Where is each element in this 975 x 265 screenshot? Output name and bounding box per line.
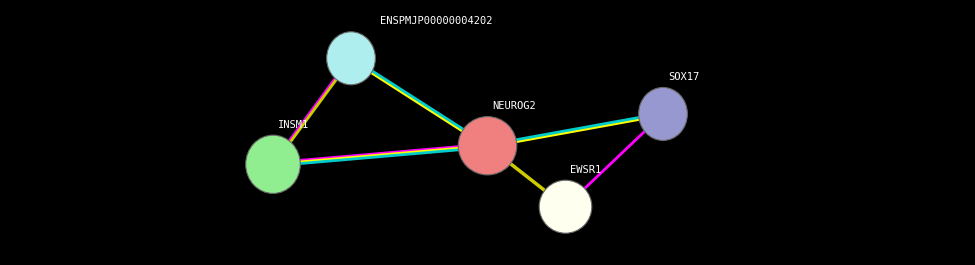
Text: EWSR1: EWSR1 [570, 165, 602, 175]
Ellipse shape [639, 87, 687, 140]
Text: SOX17: SOX17 [668, 72, 699, 82]
Text: NEUROG2: NEUROG2 [492, 101, 536, 111]
Text: INSM1: INSM1 [278, 120, 309, 130]
Text: ENSPMJP00000004202: ENSPMJP00000004202 [380, 16, 492, 26]
Ellipse shape [246, 135, 300, 193]
Ellipse shape [539, 180, 592, 233]
Ellipse shape [458, 117, 517, 175]
Ellipse shape [327, 32, 375, 85]
